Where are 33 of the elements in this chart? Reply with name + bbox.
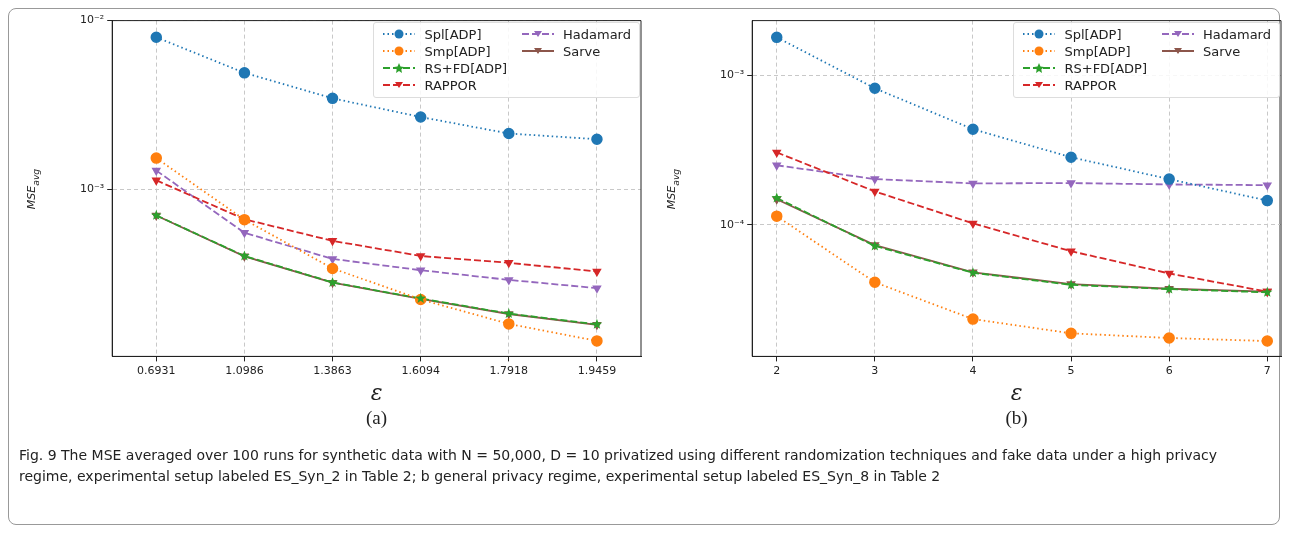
legend-label: Smp[ADP]	[1063, 43, 1132, 59]
legend-label: Spl[ADP]	[1063, 26, 1123, 42]
x-tick-label: 1.0986	[225, 363, 264, 377]
legend-label: Smp[ADP]	[423, 43, 492, 59]
x-tick-label: 6	[1165, 363, 1173, 377]
y-tick-label: 10⁻³	[719, 68, 745, 82]
x-tick-label: 1.9459	[577, 363, 617, 377]
x-tick-label: 0.6931	[137, 363, 176, 377]
legend-label: Sarve	[1202, 43, 1242, 59]
x-tick-label: 3	[871, 363, 879, 377]
text: (b)	[1005, 407, 1028, 429]
x-tick-label: 4	[969, 363, 977, 377]
legend-label: Hadamard	[562, 26, 631, 42]
legend-label: RS+FD[ADP]	[1063, 60, 1148, 76]
y-tick-label: 10⁻⁴	[719, 217, 745, 231]
x-axis-title: ε	[370, 379, 383, 405]
x-tick-label: 5	[1067, 363, 1075, 377]
x-tick-label: 1.3863	[313, 363, 352, 377]
legend-label: RAPPOR	[1063, 77, 1118, 93]
x-tick-label: 1.7918	[489, 363, 529, 377]
legend-label: RAPPOR	[423, 77, 478, 93]
text: (a)	[366, 407, 388, 429]
y-tick-label: 10⁻²	[79, 13, 105, 27]
x-tick-label: 2	[773, 363, 781, 377]
legend-label: Sarve	[562, 43, 602, 59]
x-axis-title: ε	[1010, 379, 1023, 405]
legend-label: Spl[ADP]	[423, 26, 483, 42]
caption: Fig. 9 The MSE averaged over 100 runs for synthetic data with N = 50,000, D = 10 privatized using different randomization techniques and fake data under a high privacy regime, experimental setup labeled ES_Syn_2 in Table 2; b general privacy regime, experimental setup labeled ES_Syn_8 in Table 2	[19, 446, 1218, 486]
y-tick-label: 10⁻³	[79, 182, 105, 196]
legend-label: Hadamard	[1202, 26, 1271, 42]
x-tick-label: 1.6094	[401, 363, 440, 377]
legend-label: RS+FD[ADP]	[423, 60, 508, 76]
x-tick-label: 7	[1263, 363, 1271, 377]
